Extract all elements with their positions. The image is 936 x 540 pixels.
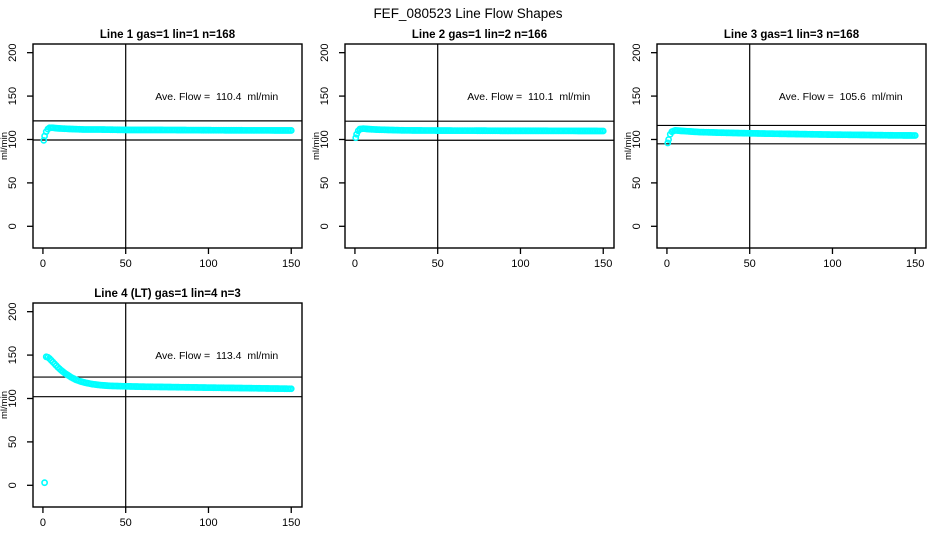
subplot-title: Line 4 (LT) gas=1 lin=4 n=3	[94, 288, 240, 300]
x-tick-label: 0	[352, 258, 358, 270]
plot-box	[344, 43, 615, 249]
x-tick-label: 0	[664, 258, 670, 270]
x-tick-label: 150	[594, 258, 612, 270]
y-tick-label: 150	[631, 87, 643, 105]
data-points	[40, 124, 295, 144]
subplot-title: Line 2 gas=1 lin=2 n=166	[412, 29, 547, 41]
y-tick-label: 100	[7, 130, 19, 148]
x-tick-label: 0	[40, 517, 46, 529]
flow-point	[287, 127, 295, 134]
subplot-line-1: Line 1 gas=1 lin=1 n=168 0 50 100 150 0 50 100 1…	[0, 26, 312, 280]
reference-lines	[345, 44, 614, 248]
x-tick-label: 50	[432, 258, 444, 270]
y-tick-label: 0	[7, 223, 19, 229]
x-tick-label: 100	[199, 517, 217, 529]
subplot-line-4: Line 4 (LT) gas=1 lin=4 n=3 0 50 100 150 0 50 1…	[0, 285, 312, 539]
y-tick-label: 200	[631, 44, 643, 62]
y-tick-label: 100	[319, 130, 331, 148]
y-tick-label: 0	[631, 223, 643, 229]
plot-box	[32, 302, 303, 508]
x-tick-label: 150	[282, 517, 300, 529]
subplot-line-1-canvas: Line 1 gas=1 lin=1 n=168 0 50 100 150 0 50 100 1…	[0, 29, 303, 270]
y-tick-label: 0	[7, 482, 19, 488]
axes: 0 50 100 150 0 50 100 150 200 ml/min	[0, 302, 303, 529]
y-tick-label: 200	[319, 44, 331, 62]
y-axis-label: ml/min	[312, 132, 322, 160]
axes: 0 50 100 150 0 50 100 150 200 ml/min	[624, 43, 927, 270]
y-tick-label: 100	[7, 389, 19, 407]
x-tick-label: 100	[199, 258, 217, 270]
data-points	[664, 126, 919, 147]
reference-lines	[657, 44, 926, 248]
axes: 0 50 100 150 0 50 100 150 200 ml/min	[312, 43, 615, 270]
y-tick-label: 50	[631, 177, 643, 189]
y-tick-label: 50	[7, 436, 19, 448]
flow-point	[664, 139, 672, 147]
data-points	[41, 353, 295, 487]
y-tick-label: 50	[319, 177, 331, 189]
plot-box	[656, 43, 927, 249]
reference-lines	[33, 44, 302, 248]
flow-point	[287, 385, 295, 393]
subplot-line-2-canvas: Line 2 gas=1 lin=2 n=166 0 50 100 150 0 50 100 1…	[312, 29, 615, 270]
subplot-title: Line 3 gas=1 lin=3 n=168	[724, 29, 860, 41]
y-tick-label: 150	[7, 87, 19, 105]
x-tick-label: 100	[511, 258, 529, 270]
y-tick-label: 100	[631, 130, 643, 148]
plot-box	[32, 43, 303, 249]
reference-lines	[33, 303, 302, 507]
x-tick-label: 100	[823, 258, 841, 270]
ave-flow-annotation: Ave. Flow = 110.1 ml/min	[467, 91, 590, 103]
flow-point	[353, 130, 360, 138]
y-axis-label: ml/min	[0, 132, 10, 160]
data-points	[352, 125, 607, 142]
y-tick-label: 200	[7, 44, 19, 62]
x-tick-label: 50	[120, 517, 132, 529]
ave-flow-annotation: Ave. Flow = 113.4 ml/min	[155, 350, 278, 362]
x-tick-label: 50	[744, 258, 756, 270]
y-tick-label: 200	[7, 303, 19, 321]
y-axis-label: ml/min	[624, 132, 634, 160]
axes: 0 50 100 150 0 50 100 150 200 ml/min	[0, 43, 303, 270]
x-tick-label: 50	[120, 258, 132, 270]
x-tick-label: 150	[282, 258, 300, 270]
subplot-line-2: Line 2 gas=1 lin=2 n=166 0 50 100 150 0 50 100 1…	[312, 26, 624, 280]
x-tick-label: 150	[906, 258, 924, 270]
ave-flow-annotation: Ave. Flow = 105.6 ml/min	[779, 91, 903, 103]
figure-title: FEF_080523 Line Flow Shapes	[373, 6, 563, 21]
y-axis-label: ml/min	[0, 391, 10, 419]
flow-point	[352, 134, 360, 142]
subplot-line-3-canvas: Line 3 gas=1 lin=3 n=168 0 50 100 150 0 50 100 1…	[624, 29, 927, 270]
flow-point	[599, 127, 607, 135]
y-tick-label: 50	[7, 177, 19, 189]
y-tick-label: 0	[319, 223, 331, 229]
y-tick-label: 150	[7, 346, 19, 364]
subplot-line-4-canvas: Line 4 (LT) gas=1 lin=4 n=3 0 50 100 150 0 50 1…	[0, 288, 303, 529]
subplot-title: Line 1 gas=1 lin=1 n=168	[100, 29, 236, 41]
subplot-line-3: Line 3 gas=1 lin=3 n=168 0 50 100 150 0 50 100 1…	[624, 26, 936, 280]
flow-point	[41, 479, 48, 487]
ave-flow-annotation: Ave. Flow = 110.4 ml/min	[155, 91, 278, 103]
x-tick-label: 0	[40, 258, 46, 270]
flow-point	[911, 132, 919, 139]
y-tick-label: 150	[319, 87, 331, 105]
